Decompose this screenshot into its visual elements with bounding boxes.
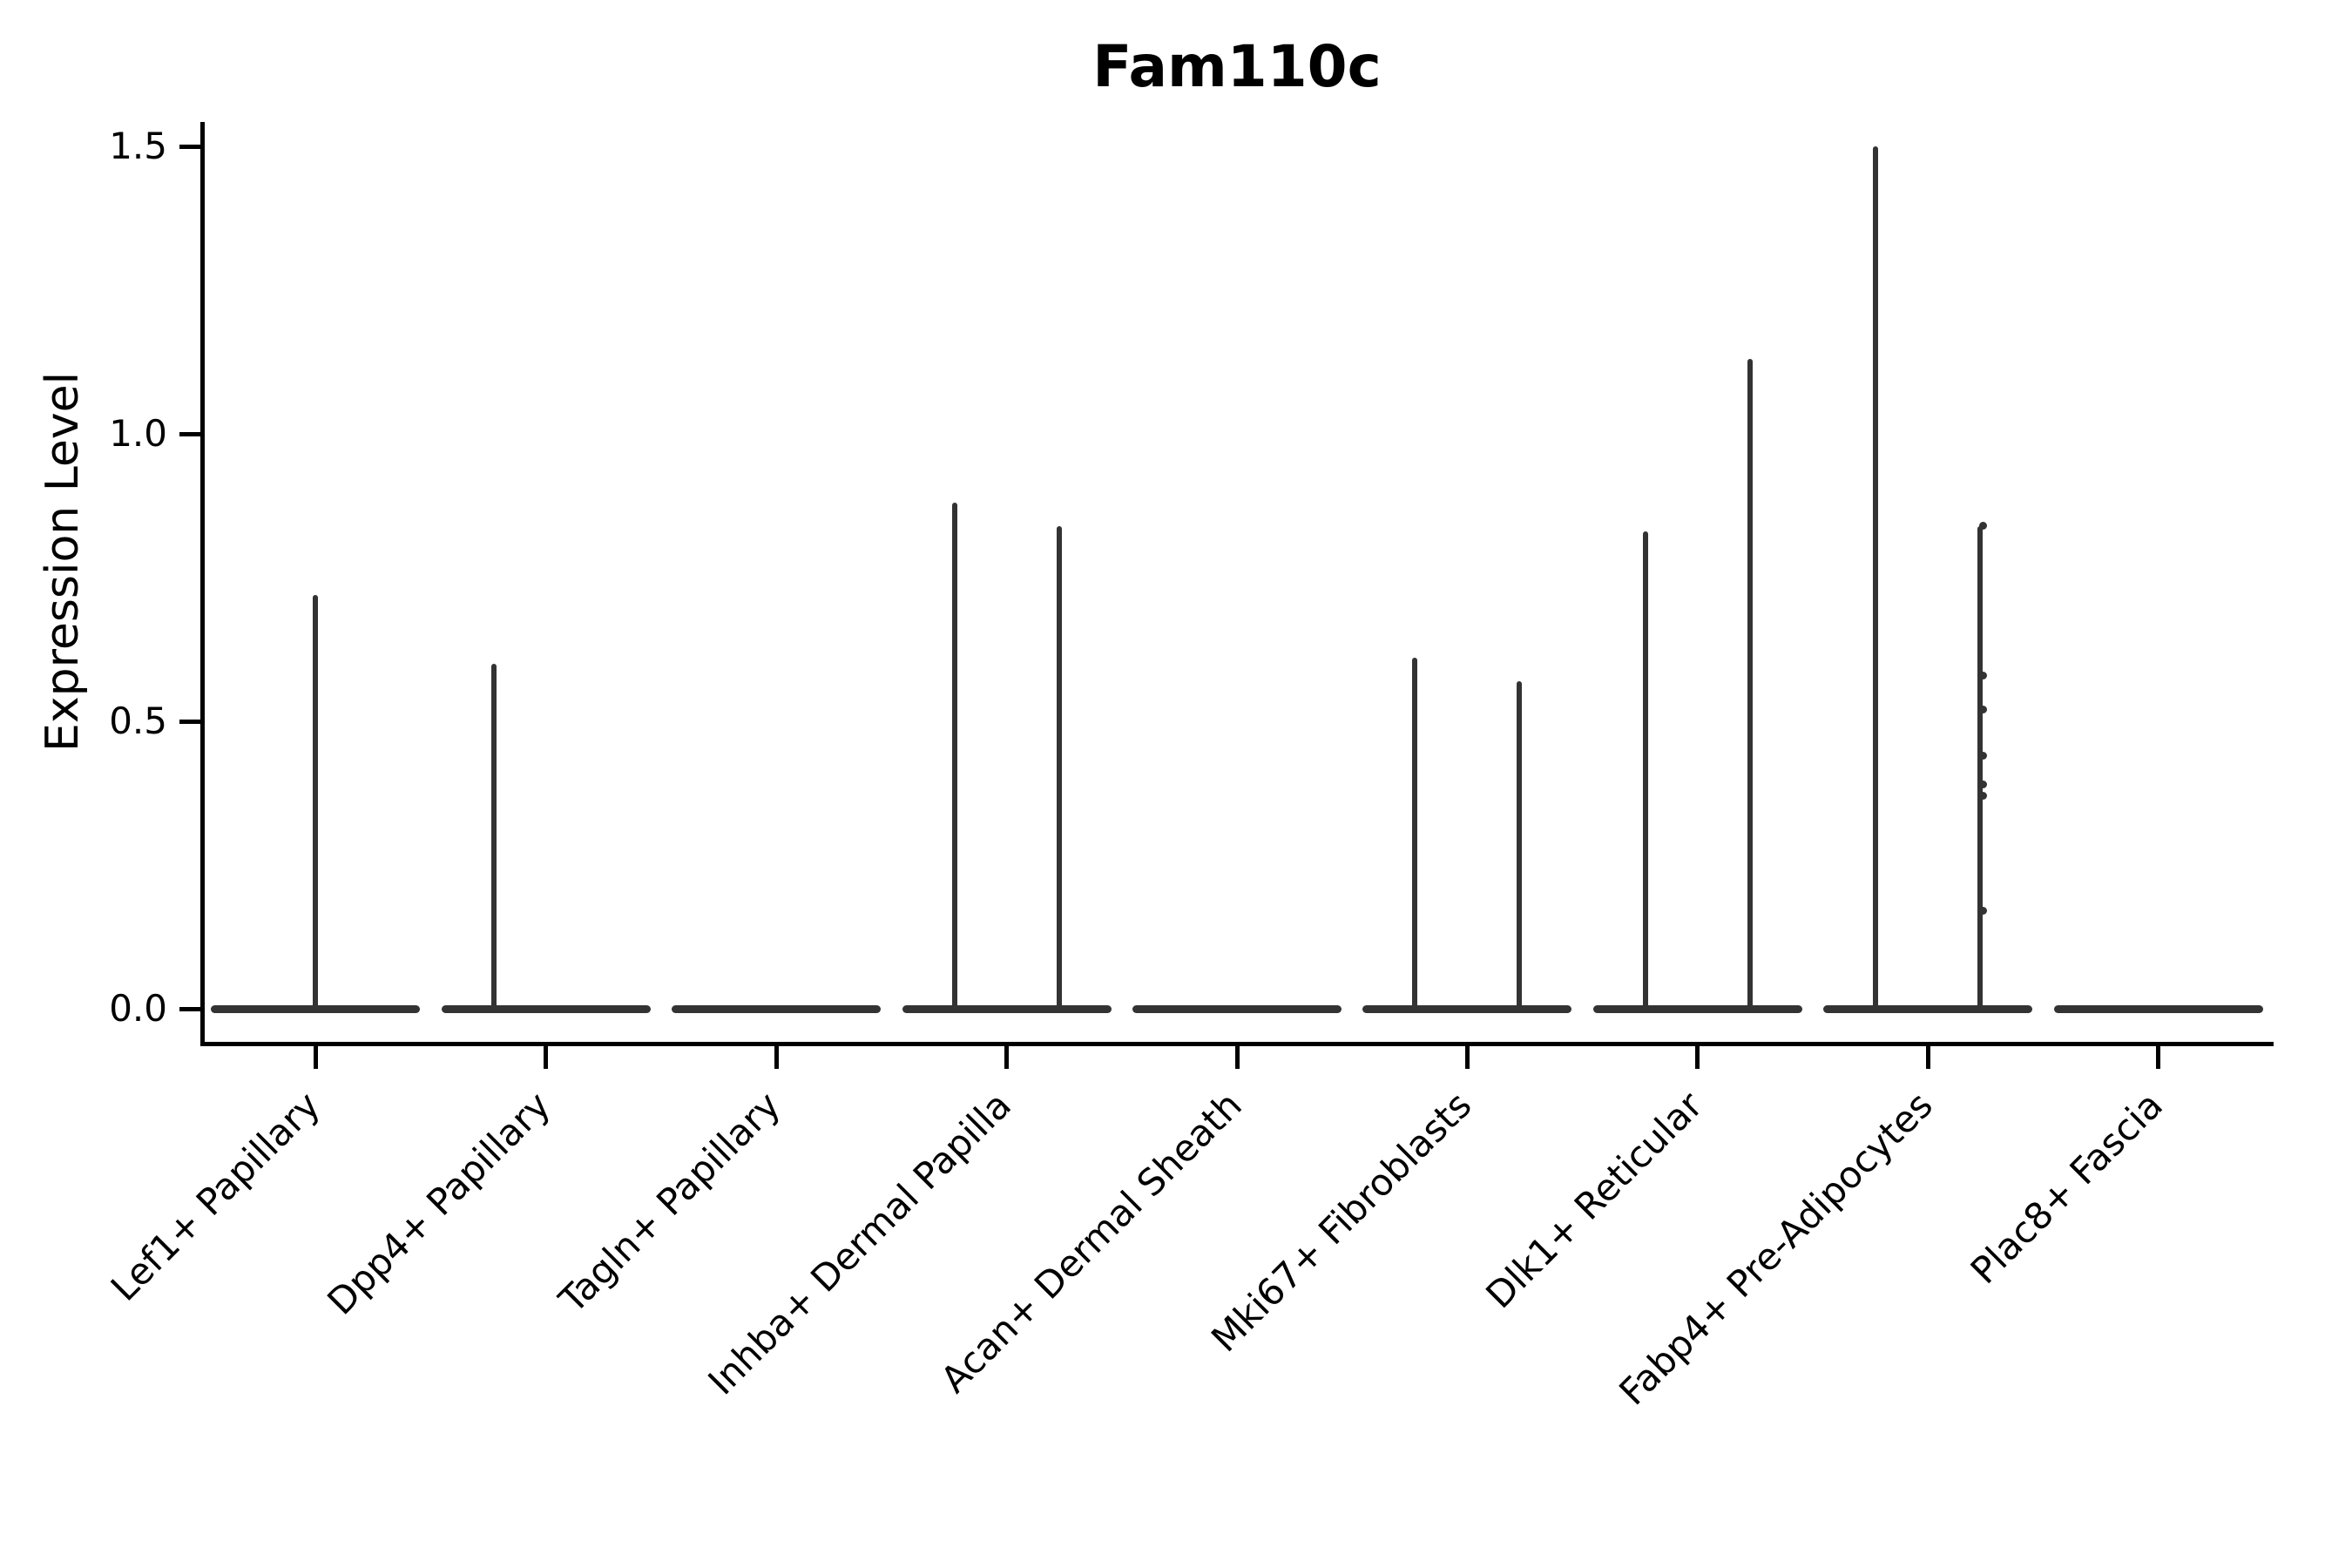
violin-body bbox=[672, 1004, 882, 1013]
x-axis-tick bbox=[1004, 1046, 1010, 1069]
x-axis-tick bbox=[1464, 1046, 1470, 1069]
y-axis-tick-label: 0.5 bbox=[109, 700, 167, 742]
violin-spike bbox=[951, 503, 957, 1010]
jitter-point bbox=[1978, 706, 1987, 714]
x-axis-tick-label: Dlk1+ Reticular bbox=[1477, 1083, 1711, 1317]
x-axis-tick bbox=[313, 1046, 318, 1069]
x-axis-tick-label: Mki67+ Fibroblasts bbox=[1203, 1083, 1480, 1361]
violin-body bbox=[1592, 1004, 1802, 1013]
x-axis-tick bbox=[2156, 1046, 2161, 1069]
violin-spike bbox=[313, 594, 319, 1010]
violin-spike bbox=[490, 664, 497, 1010]
violin-spike bbox=[1642, 531, 1648, 1010]
violin-spike bbox=[1873, 146, 1879, 1010]
violin-body bbox=[1362, 1004, 1572, 1013]
y-axis-tick-label: 0.0 bbox=[109, 987, 167, 1030]
violin-spike bbox=[1747, 359, 1753, 1010]
x-axis-tick bbox=[1925, 1046, 1930, 1069]
violin-body bbox=[1823, 1004, 2033, 1013]
jitter-point bbox=[1978, 752, 1987, 760]
violin-spike bbox=[1056, 525, 1062, 1010]
x-axis-tick bbox=[774, 1046, 779, 1069]
violin-body bbox=[2053, 1004, 2263, 1013]
jitter-point bbox=[1978, 671, 1987, 679]
x-axis-tick-label: Tagln+ Papillary bbox=[551, 1083, 789, 1321]
chart-title: Fam110c bbox=[1092, 33, 1382, 100]
x-axis-tick bbox=[544, 1046, 549, 1069]
jitter-point bbox=[1978, 792, 1987, 801]
violin-spike bbox=[1517, 680, 1523, 1010]
x-axis-tick-label: Plac8+ Fascia bbox=[1962, 1083, 2172, 1293]
violin-body bbox=[1132, 1004, 1342, 1013]
jitter-point bbox=[1978, 522, 1987, 531]
y-axis-tick bbox=[179, 144, 200, 149]
y-axis-tick-label: 1.0 bbox=[109, 412, 167, 455]
y-axis-tick bbox=[179, 719, 200, 724]
y-axis-tick-label: 1.5 bbox=[109, 125, 167, 167]
y-axis-tick bbox=[179, 431, 200, 436]
violin-body bbox=[441, 1004, 651, 1013]
x-axis-tick bbox=[1695, 1046, 1700, 1069]
plot-area bbox=[200, 122, 2274, 1046]
jitter-point bbox=[1978, 781, 1987, 789]
violin-spike bbox=[1977, 525, 1984, 1010]
y-axis-tick bbox=[179, 1006, 200, 1011]
x-axis-tick bbox=[1234, 1046, 1240, 1069]
jitter-point bbox=[1978, 907, 1987, 916]
x-axis-tick-label: Lef1+ Papillary bbox=[102, 1083, 328, 1309]
x-axis-tick-label: Dpp4+ Papillary bbox=[319, 1083, 559, 1323]
violin-body bbox=[902, 1004, 1112, 1013]
violin-spike bbox=[1412, 658, 1418, 1010]
